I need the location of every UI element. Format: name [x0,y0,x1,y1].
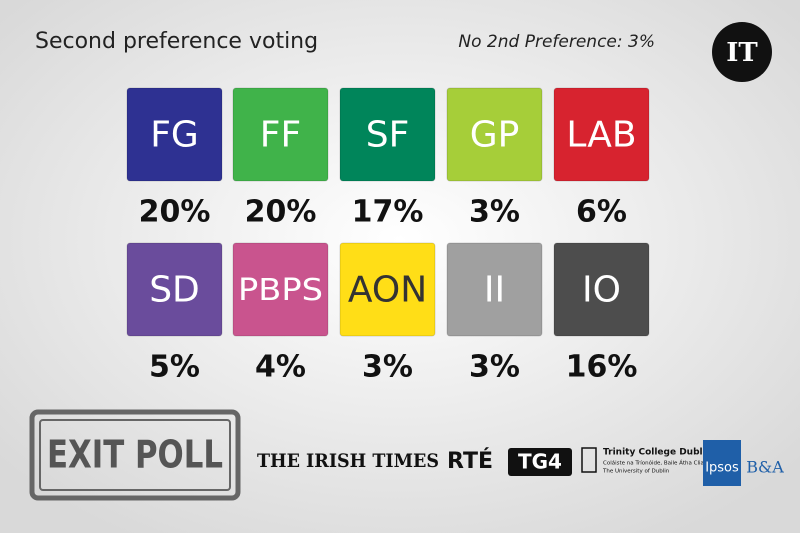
partner-logo: THE IRISH TIMES [257,450,439,472]
party-tile [232,242,329,337]
party-grid: FG 20% FF 20% SF 17% GP 3% LAB 6% SD 5% PBPS 4% AON 3% I… [126,87,650,385]
party-value: 3% [469,350,520,385]
party-label: LAB [566,115,636,156]
title: Second preference voting [35,29,318,54]
partner-logo: Ipsos [705,461,739,476]
partner-logo: TG4 [518,450,562,474]
party-value: 6% [576,195,627,230]
party-tile [446,242,543,337]
party-label: SD [149,270,200,311]
party-tile [446,87,543,182]
party-label: GP [470,115,520,156]
party-value: 16% [566,350,638,385]
party-value: 17% [352,195,424,230]
partner-logo: B&A [746,458,784,477]
partner-logo: RTÉ [447,448,493,474]
party-label: IO [582,270,621,311]
party-label: PBPS [238,273,323,308]
party-tile [553,87,650,182]
party-value: 20% [245,195,317,230]
partner-logo: Trinity College Dublin [603,448,712,458]
party-value: 5% [149,350,200,385]
note: No 2nd Preference: 3% [458,32,655,52]
party-label: AON [348,270,427,311]
ipsos-box [703,440,741,486]
party-tile [553,242,650,337]
stamp-text: EXIT POLL [47,433,223,477]
stamp-inner [39,419,231,491]
tg4-box [508,448,572,476]
party-tile [126,242,223,337]
party-label: SF [366,115,410,156]
party-tile [339,242,436,337]
logo-text: IT [726,38,758,68]
stamp-border [29,409,241,501]
partner-logo: The University of Dublin [602,469,670,475]
party-label: II [484,270,505,311]
party-label: FF [260,115,301,156]
party-value: 4% [255,350,306,385]
party-value: 3% [469,195,520,230]
party-tile [126,87,223,182]
party-label: FG [150,115,199,156]
crest [581,447,597,473]
party-value: 20% [139,195,211,230]
party-value: 3% [362,350,413,385]
party-tile [232,87,329,182]
partner-logo: Coláiste na Tríonóide, Baile Átha Cliath [603,460,710,467]
party-tile [339,87,436,182]
logo-circle [712,22,772,82]
